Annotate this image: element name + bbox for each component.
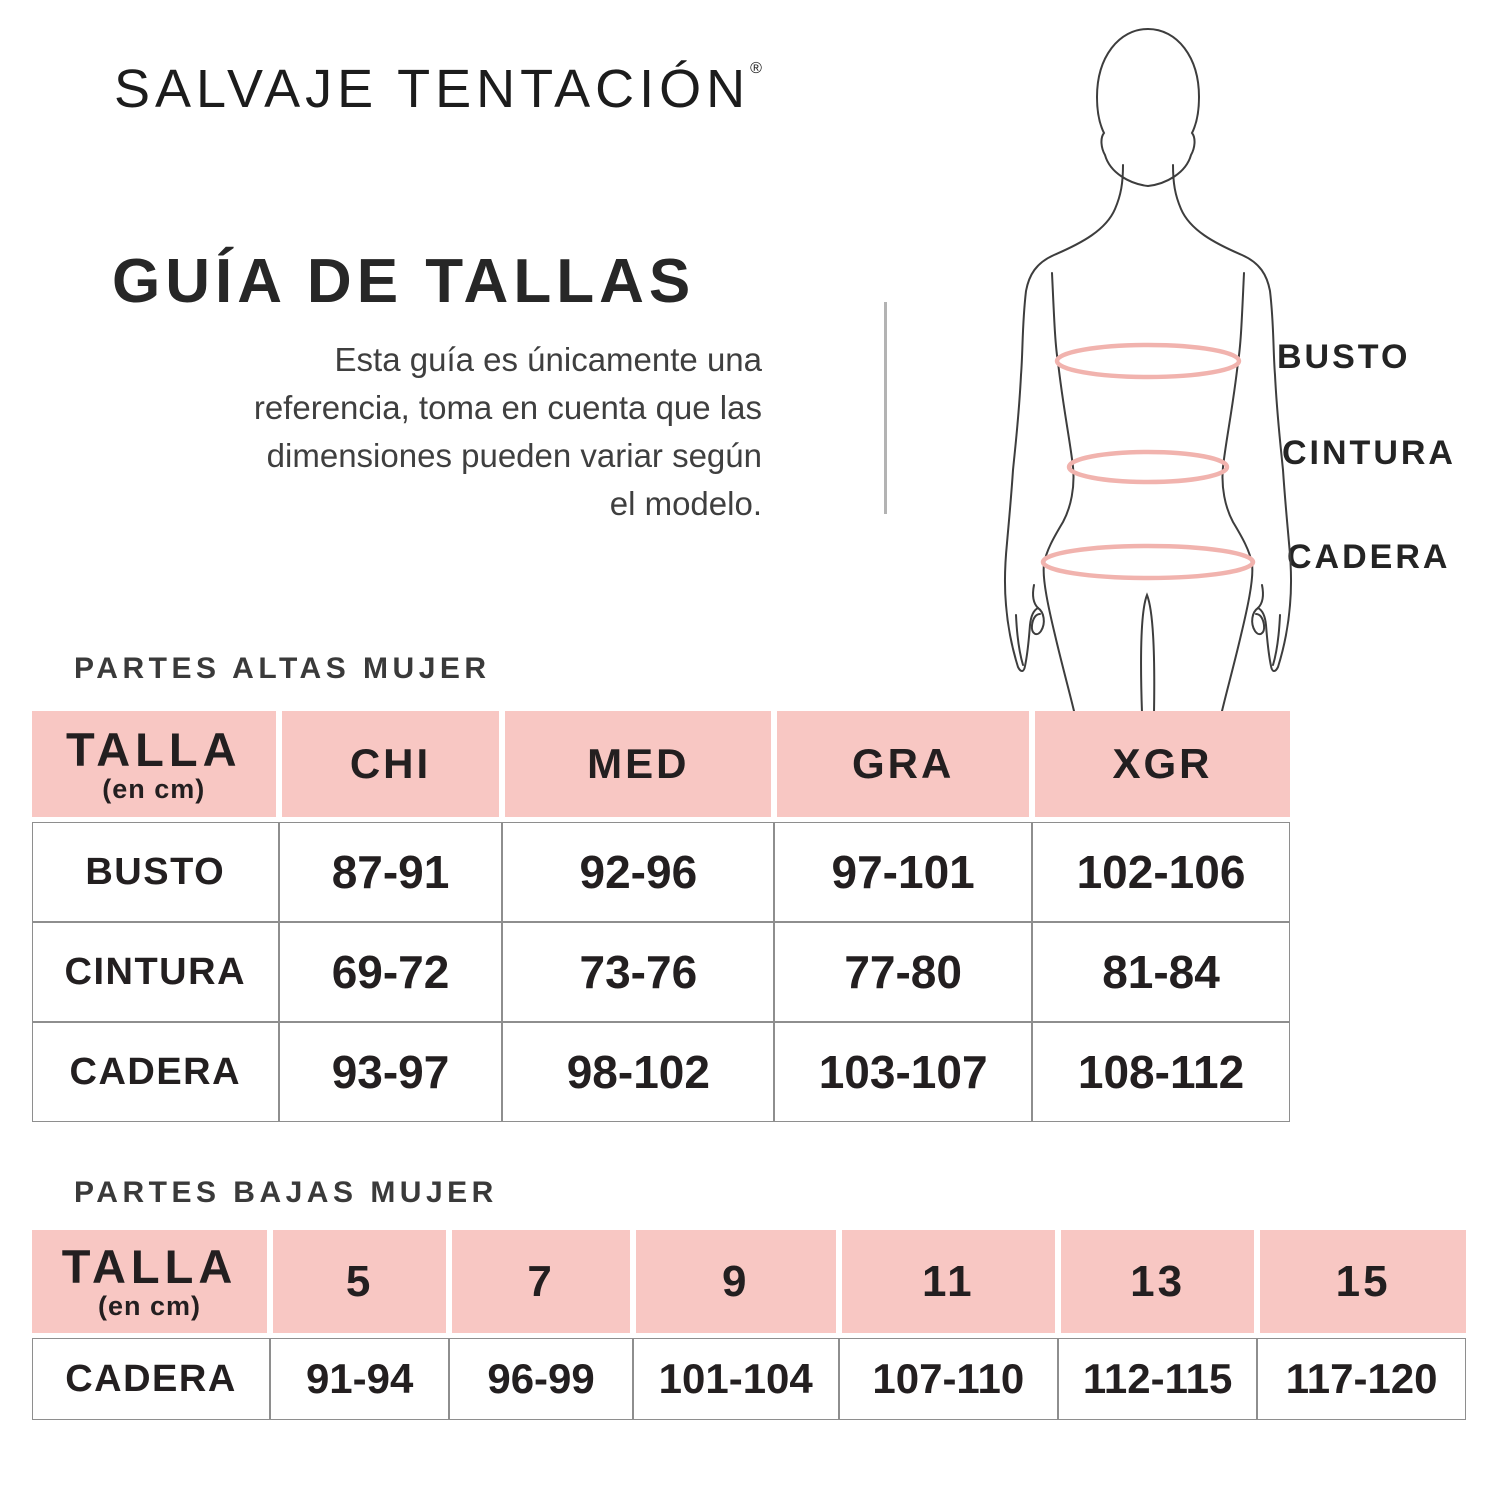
table-header-row: TALLA (en cm) CHI MED GRA XGR bbox=[32, 711, 1290, 817]
talla-label: TALLA bbox=[66, 722, 242, 776]
table-row-cintura: CINTURA 69-72 73-76 77-80 81-84 bbox=[32, 922, 1290, 1022]
table-cell: 93-97 bbox=[278, 1022, 503, 1122]
female-body-figure bbox=[1003, 27, 1293, 714]
size-col-header-9: 9 bbox=[632, 1230, 839, 1333]
intro-text: Esta guía es únicamente una referencia, … bbox=[253, 341, 762, 522]
talla-unit-label: (en cm) bbox=[98, 1291, 202, 1321]
table-cell: 69-72 bbox=[278, 922, 503, 1022]
size-col-header-15: 15 bbox=[1257, 1230, 1466, 1333]
body-outline bbox=[1003, 27, 1293, 714]
brand-name: SALVAJE TENTACIÓN bbox=[114, 59, 751, 119]
registered-trademark-symbol: ® bbox=[750, 60, 762, 77]
row-label: CINTURA bbox=[32, 922, 279, 1022]
size-col-header-med: MED bbox=[502, 711, 775, 817]
table-row-cadera: CADERA 93-97 98-102 103-107 108-112 bbox=[32, 1022, 1290, 1122]
row-label: CADERA bbox=[32, 1338, 271, 1420]
bust-measure-line bbox=[1054, 342, 1242, 380]
table-body: BUSTO 87-91 92-96 97-101 102-106 CINTURA… bbox=[32, 822, 1290, 1122]
table-partes-altas: TALLA (en cm) CHI MED GRA XGR BUSTO 87-9… bbox=[32, 711, 1290, 1122]
page-title: GUÍA DE TALLAS bbox=[112, 247, 696, 316]
table-cell: 97-101 bbox=[774, 822, 1033, 922]
size-col-header-gra: GRA bbox=[774, 711, 1033, 817]
table-cell: 108-112 bbox=[1032, 1022, 1290, 1122]
hip-label: CADERA bbox=[1287, 538, 1451, 576]
table-cell: 73-76 bbox=[502, 922, 775, 1022]
vertical-divider bbox=[884, 302, 887, 514]
table-cell: 81-84 bbox=[1032, 922, 1290, 1022]
table-cell: 96-99 bbox=[449, 1338, 633, 1420]
size-col-header-xgr: XGR bbox=[1032, 711, 1290, 817]
size-col-header-5: 5 bbox=[270, 1230, 450, 1333]
hip-measure-line bbox=[1040, 543, 1256, 581]
section-title-partes-altas: PARTES ALTAS MUJER bbox=[74, 652, 491, 685]
table-cell: 112-115 bbox=[1057, 1338, 1258, 1420]
table-cell: 91-94 bbox=[270, 1338, 450, 1420]
table-cell: 102-106 bbox=[1032, 822, 1290, 922]
bust-label: BUSTO bbox=[1277, 338, 1411, 376]
size-col-header-7: 7 bbox=[449, 1230, 633, 1333]
table-cell: 87-91 bbox=[278, 822, 503, 922]
section-title-partes-bajas: PARTES BAJAS MUJER bbox=[74, 1176, 498, 1209]
size-col-header-chi: CHI bbox=[278, 711, 503, 817]
table-cell: 101-104 bbox=[632, 1338, 839, 1420]
table-cell: 98-102 bbox=[502, 1022, 775, 1122]
talla-header-cell: TALLA (en cm) bbox=[32, 711, 279, 817]
talla-unit-label: (en cm) bbox=[102, 773, 206, 804]
row-label: BUSTO bbox=[32, 822, 279, 922]
table-cell: 117-120 bbox=[1257, 1338, 1466, 1420]
table-cell: 107-110 bbox=[838, 1338, 1058, 1420]
table-cell: 77-80 bbox=[774, 922, 1033, 1022]
table-body: CADERA 91-94 96-99 101-104 107-110 112-1… bbox=[32, 1338, 1466, 1420]
brand-logo: SALVAJE TENTACIÓN® bbox=[114, 58, 762, 120]
table-cell: 103-107 bbox=[774, 1022, 1033, 1122]
table-header-row: TALLA (en cm) 5 7 9 11 13 15 bbox=[32, 1230, 1466, 1333]
size-col-header-13: 13 bbox=[1057, 1230, 1258, 1333]
table-row-cadera: CADERA 91-94 96-99 101-104 107-110 112-1… bbox=[32, 1338, 1466, 1420]
row-label: CADERA bbox=[32, 1022, 279, 1122]
talla-label: TALLA bbox=[61, 1240, 238, 1293]
table-partes-bajas: TALLA (en cm) 5 7 9 11 13 15 CADERA 91-9… bbox=[32, 1230, 1466, 1420]
table-row-busto: BUSTO 87-91 92-96 97-101 102-106 bbox=[32, 822, 1290, 922]
table-cell: 92-96 bbox=[502, 822, 775, 922]
talla-header-cell: TALLA (en cm) bbox=[32, 1230, 271, 1333]
waist-measure-line bbox=[1066, 449, 1230, 485]
waist-label: CINTURA bbox=[1282, 434, 1456, 472]
size-col-header-11: 11 bbox=[838, 1230, 1058, 1333]
